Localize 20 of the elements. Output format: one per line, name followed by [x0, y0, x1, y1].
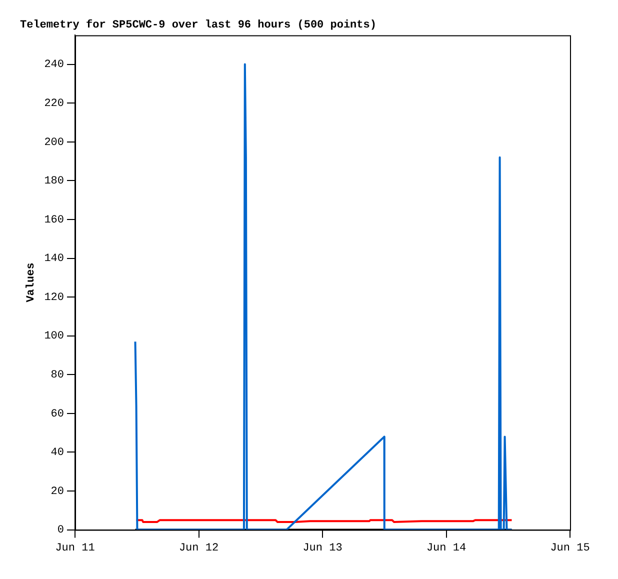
x-tick-label: Jun 15 — [550, 542, 590, 554]
x-tick-label: Jun 11 — [55, 542, 96, 554]
y-axis-title: Values — [25, 262, 38, 302]
y-tick-label: 80 — [50, 370, 64, 382]
y-tick-label: 140 — [44, 253, 64, 266]
y-tick-label: 20 — [50, 486, 64, 498]
y-tick-label: 40 — [50, 447, 64, 460]
y-tick-label: 200 — [44, 136, 64, 149]
y-tick-label: 220 — [44, 98, 64, 110]
x-tick-label: Jun 14 — [426, 542, 466, 554]
y-tick-label: 0 — [57, 524, 64, 537]
y-tick-label: 60 — [50, 408, 64, 420]
y-tick-label: 240 — [44, 59, 64, 72]
x-tick-label: Jun 13 — [302, 542, 342, 554]
y-tick-label: 100 — [44, 330, 64, 343]
chart-title: Telemetry for SP5CWC-9 over last 96 hours (500 points) — [20, 18, 376, 32]
y-tick-label: 180 — [44, 176, 64, 188]
x-tick-label: Jun 12 — [178, 542, 219, 554]
y-tick-label: 160 — [44, 214, 64, 226]
y-tick-label: 120 — [44, 292, 64, 304]
